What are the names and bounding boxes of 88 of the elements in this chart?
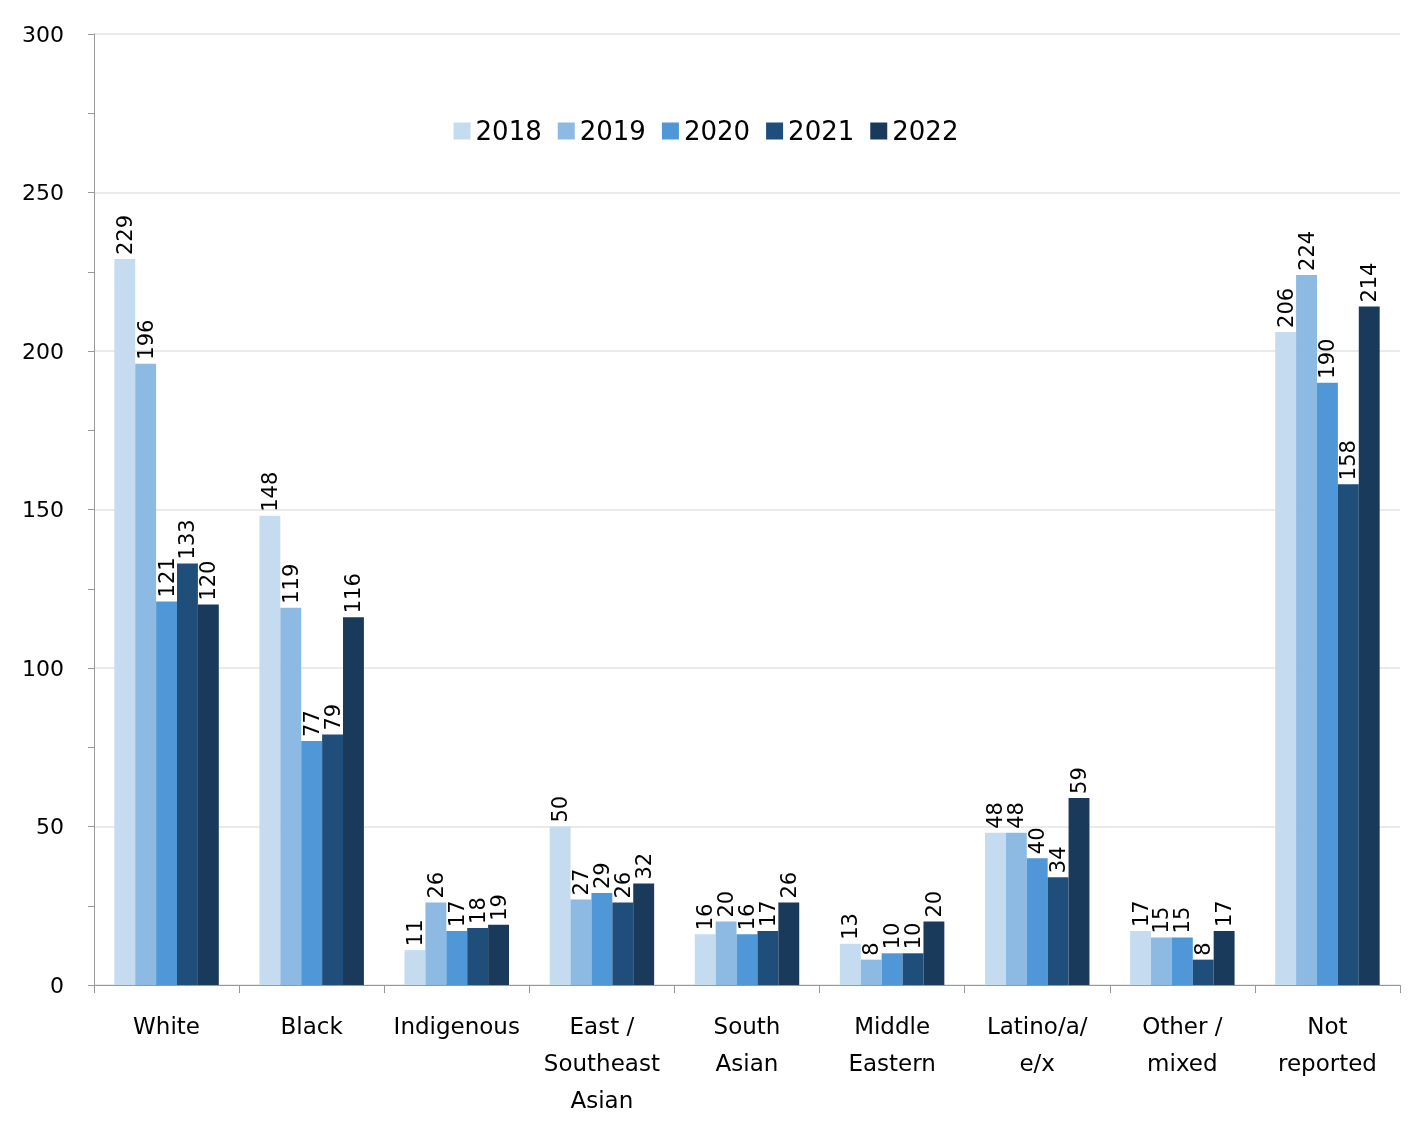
bar [259, 515, 281, 985]
bar [839, 943, 861, 985]
y-tick-label: 100 [22, 655, 64, 681]
bar [757, 931, 779, 985]
bar [425, 902, 447, 985]
data-label: 224 [1294, 230, 1319, 271]
data-label: 190 [1315, 338, 1340, 379]
x-tick-label: Indigenous [393, 1012, 520, 1039]
x-tick-label: East / Southeast Asian [543, 1012, 660, 1113]
y-tick-label: 50 [36, 814, 64, 839]
bar [135, 363, 157, 985]
bar [570, 899, 592, 985]
bar [1213, 931, 1235, 985]
bar [612, 902, 634, 985]
data-label: 229 [112, 214, 137, 256]
y-tick-label: 300 [22, 21, 64, 47]
data-label: 17 [1212, 900, 1237, 928]
legend-label: 2020 [683, 116, 751, 146]
data-label: 50 [548, 795, 573, 823]
bar [591, 893, 613, 985]
bar [177, 563, 198, 985]
y-tick-label: 150 [22, 497, 64, 522]
x-tick-label: Other / mixed [1142, 1012, 1223, 1076]
bar [1275, 331, 1297, 985]
bar [446, 931, 468, 985]
data-label: 20 [921, 890, 946, 918]
bar [467, 927, 489, 985]
bar [404, 950, 426, 985]
data-label: 120 [196, 560, 221, 601]
bar [736, 934, 758, 985]
bar [1171, 937, 1193, 985]
data-label: 116 [341, 573, 366, 614]
x-tick-label: Black [280, 1012, 344, 1039]
bar [902, 953, 924, 985]
data-label: 196 [133, 319, 158, 360]
bar [301, 740, 323, 985]
x-tick-label: Not reported [1277, 1012, 1377, 1076]
bar [1130, 931, 1151, 985]
bar [1026, 858, 1048, 985]
bar [778, 902, 800, 985]
data-label: 121 [154, 557, 179, 598]
bar [1317, 382, 1338, 985]
x-tick-label: Middle Eastern [848, 1012, 936, 1076]
bar [633, 883, 655, 985]
y-tick-label: 200 [22, 338, 64, 364]
x-tick-label: Latino/a/ e/x [986, 1012, 1088, 1076]
x-tick-label: White [133, 1012, 200, 1039]
data-label: 26 [776, 871, 801, 899]
bar [715, 921, 737, 985]
bar [860, 959, 882, 985]
bar [197, 604, 219, 985]
bar [1358, 306, 1380, 985]
bar [881, 953, 903, 985]
bar [280, 607, 302, 985]
bar [984, 832, 1006, 985]
bar [114, 259, 136, 985]
bar [343, 617, 364, 985]
bar [1005, 832, 1027, 985]
legend-label: 2019 [579, 116, 646, 146]
y-tick-label: 0 [50, 972, 64, 998]
bar [549, 826, 571, 985]
bar [1047, 877, 1069, 985]
bar [1337, 484, 1359, 985]
y-tick-label: 250 [22, 180, 64, 205]
legend-label: 2018 [475, 116, 542, 146]
data-label: 206 [1273, 287, 1298, 328]
bar [488, 924, 510, 985]
data-label: 214 [1357, 262, 1382, 303]
x-tick-label: South Asian [713, 1012, 781, 1076]
bar [1150, 937, 1172, 985]
data-label: 8 [1191, 942, 1216, 956]
bar [694, 934, 716, 985]
bar [156, 601, 177, 985]
data-label: 158 [1336, 440, 1361, 481]
bar [322, 734, 344, 985]
legend-label: 2021 [788, 116, 855, 146]
data-label: 148 [257, 471, 282, 512]
data-label: 11 [402, 919, 427, 947]
data-label: 26 [423, 871, 448, 899]
data-label: 119 [278, 563, 303, 604]
data-label: 133 [175, 519, 200, 560]
bar [1068, 797, 1090, 985]
bar [923, 921, 945, 985]
data-label: 59 [1067, 767, 1092, 794]
bar [1192, 959, 1214, 985]
legend-label: 2022 [892, 116, 959, 146]
data-label: 13 [838, 913, 863, 940]
bar [1296, 274, 1317, 985]
